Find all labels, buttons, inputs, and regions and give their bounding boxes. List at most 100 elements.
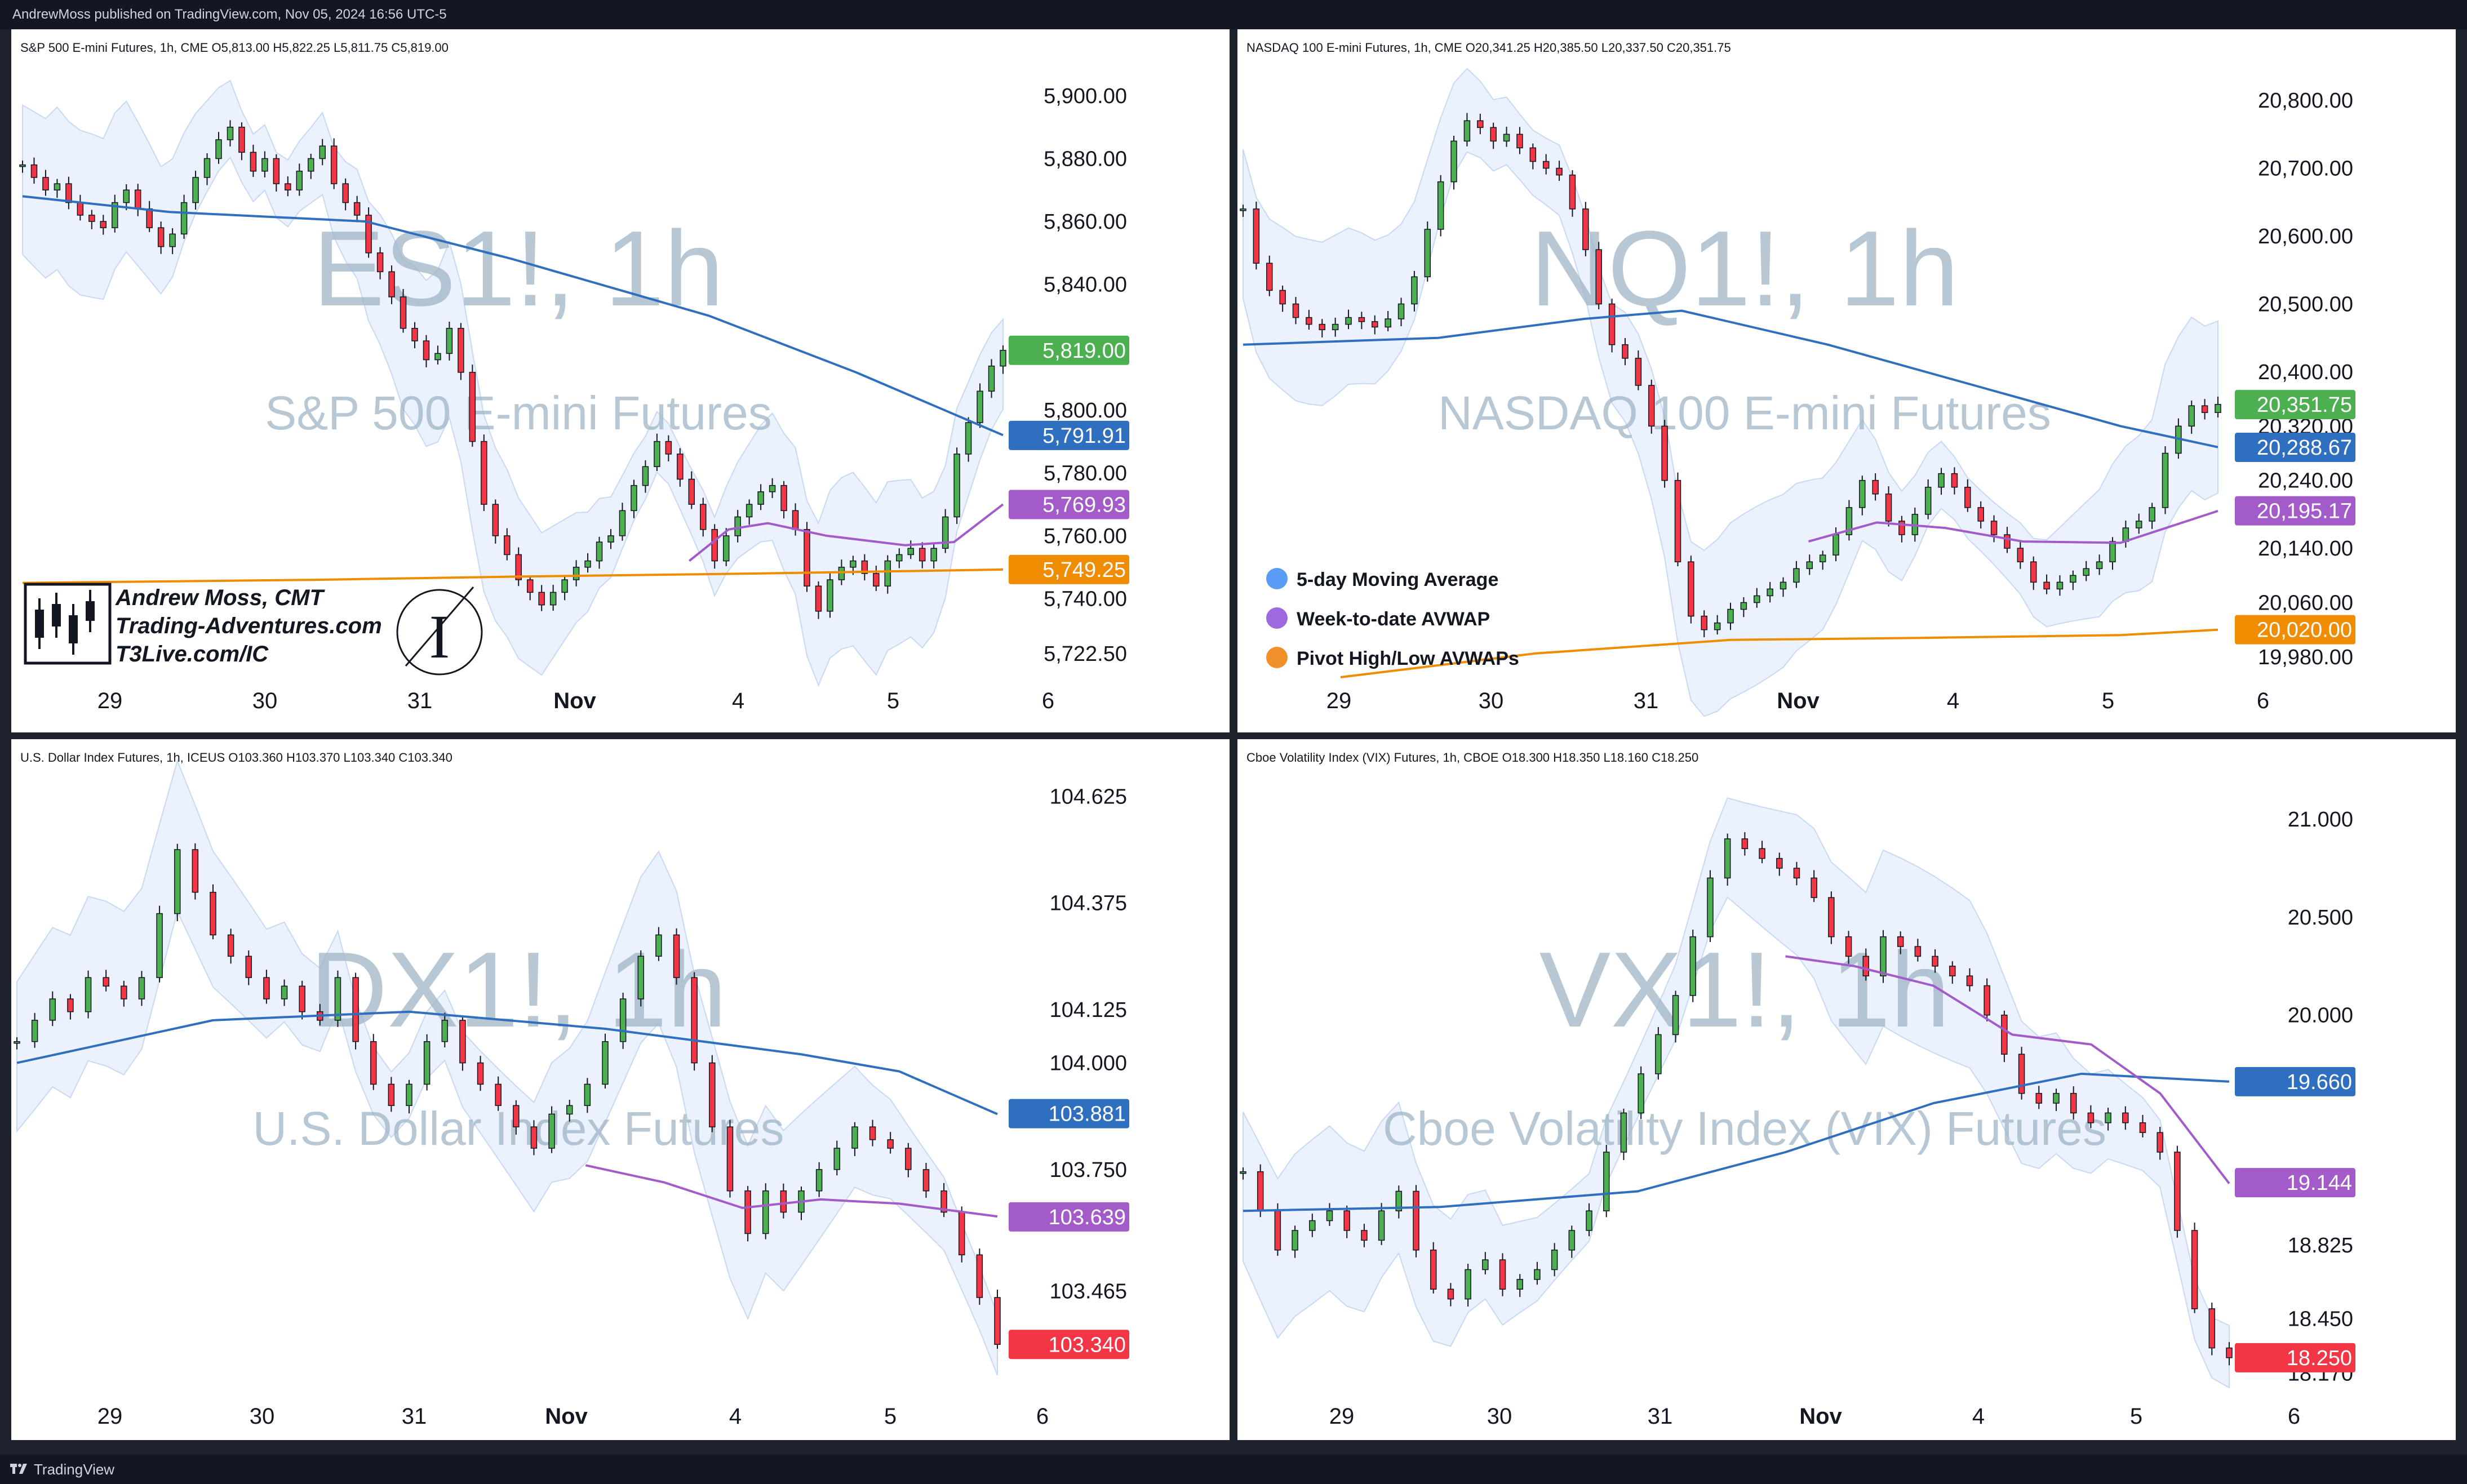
candle-body xyxy=(851,1126,858,1149)
candle-body xyxy=(121,985,127,999)
price-tag-label: 20,195.17 xyxy=(2257,500,2352,523)
candle-body xyxy=(1551,1249,1558,1270)
candle-body xyxy=(2096,561,2103,570)
candle-body xyxy=(711,529,718,562)
y-tick-label: 103.465 xyxy=(1050,1280,1127,1304)
legend-label: 5-day Moving Average xyxy=(1297,569,1498,590)
candle-body xyxy=(2018,1054,2025,1094)
candle-body xyxy=(1361,1230,1368,1241)
candle-body xyxy=(2215,404,2221,413)
price-tag xyxy=(1009,1330,1129,1359)
price-tag xyxy=(1009,1202,1129,1232)
legend-swatch-icon xyxy=(1266,607,1288,629)
price-tag xyxy=(1009,420,1129,450)
x-tick-label: Nov xyxy=(553,688,596,713)
volatility-band xyxy=(1243,797,2230,1389)
candle-body xyxy=(1482,1259,1489,1270)
symbol-info: Cboe Volatility Index (VIX) Futures, 1h,… xyxy=(1246,750,1698,765)
candle-body xyxy=(1872,479,1879,495)
candle-body xyxy=(112,202,118,228)
price-tag-label: 20,288.67 xyxy=(2257,436,2352,460)
volatility-band xyxy=(16,759,998,1376)
candle-body xyxy=(838,566,845,580)
chart-svg: VX1!, 1h Cboe Volatility Index (VIX) Futu… xyxy=(1240,750,2355,1429)
price-tag-label: 18.250 xyxy=(2287,1347,2352,1370)
candle-body xyxy=(1885,494,1892,522)
candle-body xyxy=(1397,303,1405,319)
watermark-name: S&P 500 E-mini Futures xyxy=(265,386,772,439)
candle-body xyxy=(180,202,188,235)
candle-body xyxy=(299,985,305,1012)
candle-body xyxy=(103,977,109,987)
candle-body xyxy=(922,1169,930,1192)
candle-body xyxy=(14,1041,20,1044)
candle-body xyxy=(1332,323,1339,331)
candle-body xyxy=(530,1126,538,1149)
price-tag xyxy=(1009,1099,1129,1128)
candle-body xyxy=(762,1190,769,1234)
candle-body xyxy=(1701,615,1707,630)
candle-body xyxy=(281,985,288,999)
candle-body xyxy=(1447,1288,1454,1300)
vx-chart-panel[interactable]: VX1!, 1h Cboe Volatility Index (VIX) Futu… xyxy=(1237,739,2456,1440)
candle-body xyxy=(123,189,130,203)
price-tag xyxy=(2235,615,2355,645)
author-name: Andrew Moss, CMT xyxy=(115,585,325,610)
candle-body xyxy=(655,934,662,957)
candle-body xyxy=(273,158,280,184)
candle-body xyxy=(1984,985,1990,1016)
candle-body xyxy=(495,1083,502,1107)
y-tick-label: 5,900.00 xyxy=(1044,85,1127,108)
candle-body xyxy=(134,189,141,210)
candle-body xyxy=(1780,581,1787,590)
candle-body xyxy=(688,478,695,505)
watermark-symbol: VX1!, 1h xyxy=(1539,930,1950,1050)
candle-body xyxy=(566,1105,573,1115)
dx-chart-panel[interactable]: DX1!, 1h U.S. Dollar Index Futures U.S. Do… xyxy=(11,739,1230,1440)
x-tick-label: 6 xyxy=(2257,688,2269,713)
price-tag xyxy=(1009,490,1129,519)
candle-body xyxy=(1776,857,1783,869)
candle-body xyxy=(2017,548,2024,562)
y-tick-label: 20.000 xyxy=(2288,1004,2353,1028)
candle-body xyxy=(1516,134,1523,149)
candle-body xyxy=(2056,581,2064,590)
candle-body xyxy=(1450,140,1457,183)
candle-body xyxy=(631,485,637,512)
candle-body xyxy=(1672,995,1679,1036)
candle-body xyxy=(607,535,614,543)
candle-body xyxy=(1586,1210,1592,1231)
watermark-name: Cboe Volatility Index (VIX) Futures xyxy=(1383,1102,2106,1155)
candle-body xyxy=(976,1254,983,1298)
candle-body xyxy=(1880,936,1887,976)
nq-chart-panel[interactable]: NQ1!, 1h NASDAQ 100 E-mini Futures NASDAQ … xyxy=(1237,29,2456,732)
x-tick-label: 30 xyxy=(1479,688,1504,713)
candle-body xyxy=(1661,425,1668,481)
candle-body xyxy=(815,585,822,612)
candle-body xyxy=(850,560,857,568)
candle-body xyxy=(169,233,176,247)
symbol-info: U.S. Dollar Index Futures, 1h, ICEUS O10… xyxy=(20,750,452,765)
candle-body xyxy=(1707,877,1714,938)
candle-body xyxy=(1000,350,1006,367)
candle-body xyxy=(642,466,649,486)
candle-body xyxy=(1516,1279,1523,1290)
candle-body xyxy=(1582,208,1589,250)
candle-body xyxy=(584,1083,591,1107)
es-chart-panel[interactable]: ES1!, 1h S&P 500 E-mini Futures S&P 500 E-… xyxy=(11,29,1230,732)
price-tag-label: 20,351.75 xyxy=(2257,393,2352,417)
price-tag-label: 103.881 xyxy=(1049,1103,1126,1126)
y-tick-label: 5,722.50 xyxy=(1044,642,1127,666)
x-tick-label: 30 xyxy=(1487,1404,1512,1429)
price-tag-label: 19.144 xyxy=(2287,1171,2352,1195)
candle-body xyxy=(907,548,914,556)
candle-body xyxy=(261,158,268,172)
symbol-info: NASDAQ 100 E-mini Futures, 1h, CME O20,3… xyxy=(1246,41,1731,55)
seal-letter: I xyxy=(429,602,450,671)
watermark-symbol: ES1!, 1h xyxy=(313,209,724,328)
seal-slash xyxy=(405,587,474,667)
candle-body xyxy=(146,208,153,228)
legend-label: Pivot High/Low AVWAPs xyxy=(1297,648,1519,669)
candle-body xyxy=(492,504,499,536)
